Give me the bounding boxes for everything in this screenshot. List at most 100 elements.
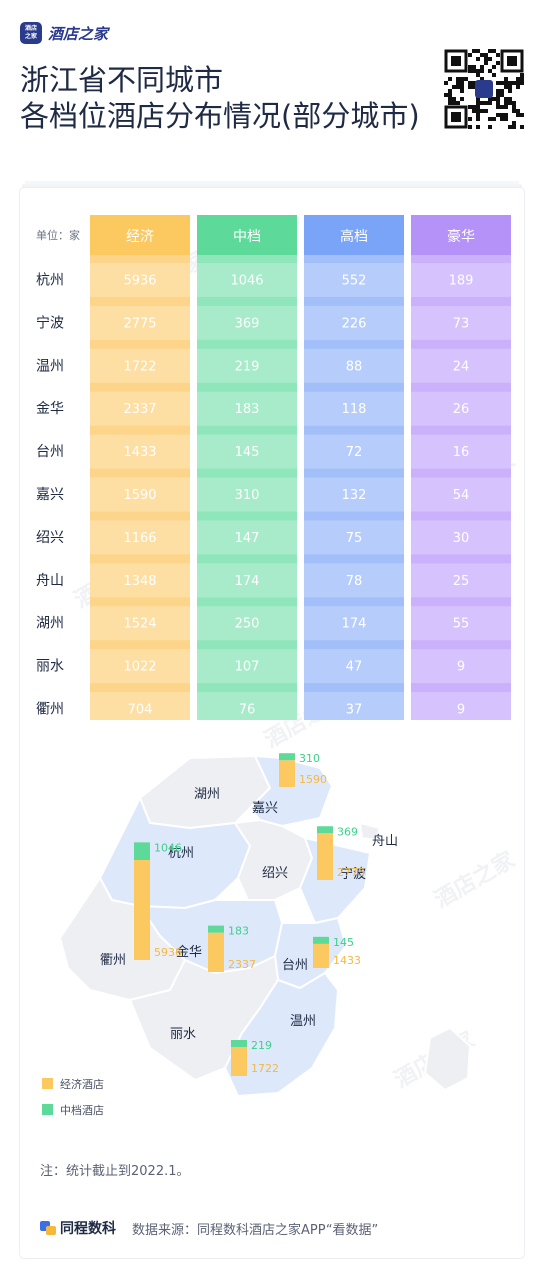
qr-module bbox=[476, 105, 480, 109]
legend-swatch-midscale bbox=[42, 1104, 53, 1115]
table-cell-bg bbox=[197, 692, 297, 726]
qr-finder-center bbox=[451, 112, 461, 122]
row-city-label: 宁波 bbox=[36, 314, 64, 331]
qr-module bbox=[492, 97, 496, 101]
table-cell-value: 75 bbox=[346, 531, 363, 546]
bar-label-midscale: 369 bbox=[337, 825, 358, 838]
qr-module bbox=[512, 101, 516, 105]
bar-midscale bbox=[231, 1039, 247, 1047]
table-cell-value: 1524 bbox=[123, 617, 156, 632]
map-city-label: 杭州 bbox=[168, 846, 194, 861]
row-city-label: 温州 bbox=[36, 358, 64, 374]
qr-module bbox=[504, 105, 508, 109]
map-city-label: 绍兴 bbox=[262, 866, 288, 881]
qr-module bbox=[456, 77, 460, 81]
table-cell-value: 310 bbox=[235, 488, 260, 503]
row-city-label: 嘉兴 bbox=[36, 487, 64, 503]
bar-label-economy: 1433 bbox=[333, 954, 361, 967]
qr-module bbox=[448, 97, 452, 101]
qr-module bbox=[468, 69, 472, 73]
qr-module bbox=[480, 69, 484, 73]
table-cell-bg bbox=[197, 348, 297, 383]
qr-module bbox=[480, 53, 484, 57]
qr-module bbox=[484, 109, 488, 113]
qr-module bbox=[448, 93, 452, 97]
qr-module bbox=[476, 113, 480, 117]
qr-module bbox=[480, 77, 484, 81]
bar-label-midscale: 145 bbox=[333, 936, 354, 949]
table-cell-value: 26 bbox=[453, 402, 470, 417]
table-cell-value: 9 bbox=[457, 702, 465, 717]
table-cell-value: 250 bbox=[235, 617, 260, 632]
table-cell-value: 174 bbox=[342, 617, 367, 632]
row-city-label: 绍兴 bbox=[36, 530, 64, 546]
qr-module bbox=[460, 89, 464, 93]
table-cell-value: 2775 bbox=[123, 316, 156, 331]
column-header-bg bbox=[411, 215, 511, 255]
table-cell-value: 25 bbox=[453, 574, 470, 589]
table-cell-bg bbox=[411, 434, 511, 469]
table-cell-bg bbox=[90, 520, 190, 555]
qr-finder-center bbox=[507, 56, 517, 66]
qr-module bbox=[488, 57, 492, 61]
bar-label-economy: 1590 bbox=[299, 773, 327, 786]
bar-label-midscale: 310 bbox=[299, 752, 320, 765]
table-cell-value: 145 bbox=[235, 445, 260, 460]
table-cell-bg bbox=[304, 649, 404, 684]
qr-module bbox=[492, 65, 496, 69]
bar-label-midscale: 1046 bbox=[154, 841, 182, 854]
qr-module bbox=[468, 81, 472, 85]
qr-module bbox=[464, 77, 468, 81]
table-cell-value: 174 bbox=[235, 574, 260, 589]
page-title: 浙江省不同城市 各档位酒店分布情况(部分城市) bbox=[20, 62, 420, 134]
table-cell-value: 73 bbox=[453, 316, 470, 331]
map-city-label: 温州 bbox=[290, 1014, 316, 1029]
qr-module bbox=[508, 101, 512, 105]
footer: 同程数科 数据来源：同程数科酒店之家APP“看数据” bbox=[40, 1218, 378, 1238]
column-body-bg bbox=[90, 255, 190, 720]
table-cell-value: 107 bbox=[235, 660, 260, 675]
qr-module bbox=[456, 85, 460, 89]
qr-finder bbox=[444, 49, 468, 73]
qr-module bbox=[460, 85, 464, 89]
table-cell-value: 219 bbox=[235, 359, 260, 374]
qr-module bbox=[496, 113, 500, 117]
qr-module bbox=[480, 109, 484, 113]
qr-module bbox=[476, 101, 480, 105]
table-cell-value: 2337 bbox=[123, 402, 156, 417]
legend-label-economy: 经济酒店 bbox=[60, 1077, 104, 1091]
column-header-bg bbox=[90, 215, 190, 255]
qr-module bbox=[472, 109, 476, 113]
data-source: 数据来源：同程数科酒店之家APP“看数据” bbox=[132, 1222, 379, 1238]
qr-module bbox=[460, 97, 464, 101]
qr-module bbox=[488, 101, 492, 105]
map-region-zhoushan bbox=[359, 822, 381, 841]
table-cell-value: 47 bbox=[346, 660, 363, 675]
qr-module bbox=[500, 93, 504, 97]
table-cell-value: 72 bbox=[346, 445, 363, 460]
bar-midscale bbox=[208, 925, 224, 933]
table-cell-value: 37 bbox=[346, 702, 363, 717]
qr-finder-center bbox=[451, 56, 461, 66]
table-cell-value: 16 bbox=[453, 445, 470, 460]
row-city-label: 丽水 bbox=[36, 659, 64, 675]
qr-module bbox=[448, 77, 452, 81]
bar-label-economy: 5936 bbox=[154, 946, 182, 959]
qr-module bbox=[460, 77, 464, 81]
table-cell-bg bbox=[197, 391, 297, 426]
footnote: 注：统计截止到2022.1。 bbox=[40, 1164, 190, 1179]
map-region-taizhou bbox=[274, 917, 347, 989]
qr-module bbox=[520, 125, 524, 129]
qr-module bbox=[456, 81, 460, 85]
qr-module bbox=[516, 85, 520, 89]
table-cell-bg bbox=[411, 649, 511, 684]
bar-midscale bbox=[317, 826, 333, 834]
table-cell-value: 118 bbox=[342, 402, 367, 417]
qr-center-logo bbox=[475, 80, 493, 98]
qr-module bbox=[512, 125, 516, 129]
qr-module bbox=[500, 81, 504, 85]
qr-module bbox=[468, 85, 472, 89]
qr-module bbox=[476, 125, 480, 129]
